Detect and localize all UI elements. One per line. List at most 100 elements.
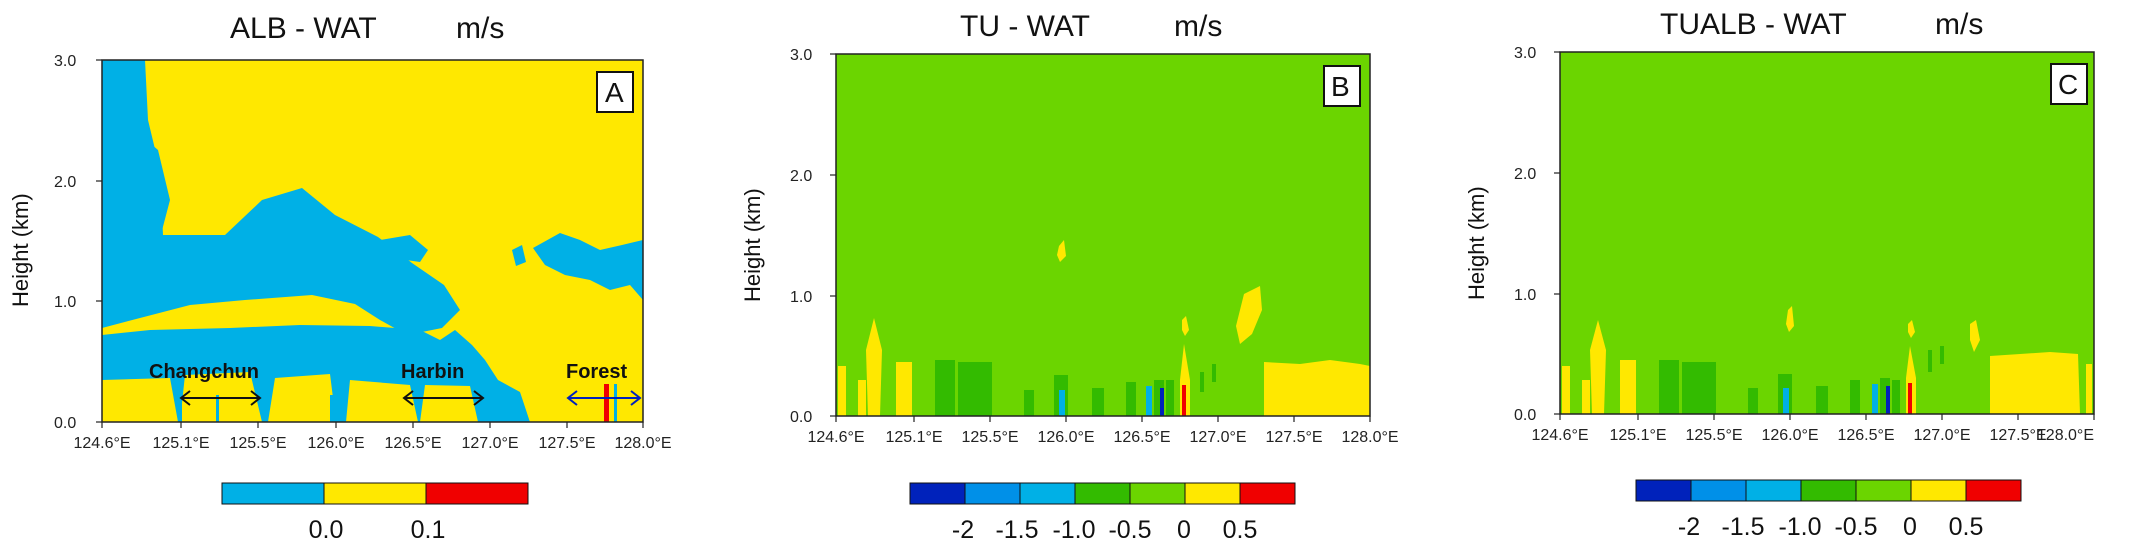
panel-a-title: ALB - WAT xyxy=(230,12,377,45)
panel-c-xtick-7: 128.0°E xyxy=(2037,427,2094,444)
panel-c-green-col-5 xyxy=(1816,386,1828,414)
panel-a-ytick-0: 0.0 xyxy=(54,415,76,432)
panel-c-colorbar-swatch-5 xyxy=(1910,479,1967,502)
panel-a-xtick-7: 128.0°E xyxy=(614,435,671,452)
panel-c-frame xyxy=(1559,51,2095,415)
panel-c-xtick-5: 127.0°E xyxy=(1913,427,1970,444)
panel-b-colorbar-tick-0: -2 xyxy=(952,516,974,544)
panel-c-darkblue-col xyxy=(1886,386,1890,414)
panel-a-xtick-0: 124.6°E xyxy=(73,435,130,452)
panel-a-colorbar-swatch-1 xyxy=(323,482,427,505)
panel-c-yellow-col-1 xyxy=(1562,366,1570,414)
panel-a-surface-yellow-3 xyxy=(268,374,336,422)
panel-b-field-background xyxy=(836,54,1370,416)
panel-c-xtick-6: 127.5°E xyxy=(1989,427,2046,444)
panel-b-colorbar-swatch-2 xyxy=(1019,482,1076,505)
panel-b-title: TU - WAT xyxy=(960,10,1090,43)
panel-c-tick-marks xyxy=(1554,51,2095,420)
panel-b-xtick-2: 125.5°E xyxy=(961,429,1018,446)
panel-a-mid-blob xyxy=(380,235,428,262)
panel-c-xtick-0: 124.6°E xyxy=(1531,427,1588,444)
panel-c-xtick-2: 125.5°E xyxy=(1685,427,1742,444)
panel-a-forest-red-bar xyxy=(604,384,609,422)
panel-b-red-col xyxy=(1182,385,1186,416)
panel-b-colorbar-tick-2: -1.0 xyxy=(1052,516,1095,544)
panel-b-xtick-6: 127.5°E xyxy=(1265,429,1322,446)
panel-a-ylabel: Height (km) xyxy=(8,193,33,307)
panel-b-yellow-dot-upper xyxy=(1057,240,1066,262)
panel-c-yellow-spike-left xyxy=(1590,320,1606,414)
panel-b-green-col-5 xyxy=(1092,388,1104,416)
panel-c-yellow-col-3 xyxy=(1620,360,1636,414)
panel-c-field-background xyxy=(1560,52,2094,414)
panel-a-colorbar: 0.0 0.1 xyxy=(221,482,529,544)
panel-b-yellow-dot-mid xyxy=(1182,316,1189,336)
panel-c-xtick-4: 126.5°E xyxy=(1837,427,1894,444)
panel-a-field: Changchun Harbin Forest xyxy=(102,60,643,422)
panel-c-green-col-7 xyxy=(1880,378,1890,414)
panel-a-xtick-1: 125.1°E xyxy=(152,435,209,452)
panel-a-surface-line-3 xyxy=(262,392,266,422)
panel-a-colorbar-swatch-2 xyxy=(425,482,529,505)
panel-c-colorbar-swatch-1 xyxy=(1690,479,1747,502)
panel-b-label: B xyxy=(1331,71,1350,102)
panel-c-colorbar-swatch-0 xyxy=(1635,479,1692,502)
panel-a-label: A xyxy=(605,77,624,108)
panel-b-xtick-7: 128.0°E xyxy=(1341,429,1398,446)
panel-b-green-sliver-2 xyxy=(1212,364,1216,382)
panel-b-green-sliver-1 xyxy=(1200,372,1204,392)
panel-c-blue-col-2 xyxy=(1872,384,1878,414)
panel-b-ytick-1: 1.0 xyxy=(790,289,812,306)
panel-b-yellow-blob-upper xyxy=(1236,286,1262,344)
panel-c-xtick-1: 125.1°E xyxy=(1609,427,1666,444)
panel-c-green-col-8 xyxy=(1892,380,1900,414)
panel-c-unit: m/s xyxy=(1935,8,1983,41)
panel-b-yellow-surface-right xyxy=(1264,360,1370,416)
panel-c-field xyxy=(1560,52,2094,414)
panel-b-ytick-0: 0.0 xyxy=(790,409,812,426)
panel-c-red-col xyxy=(1908,383,1912,414)
panel-a-positive-band xyxy=(102,60,460,335)
panel-a-right-blob xyxy=(533,233,643,300)
panel-c-colorbar-swatch-6 xyxy=(1965,479,2022,502)
panel-a-colorbar-swatch-0 xyxy=(221,482,325,505)
panel-b-colorbar: -2 -1.5 -1.0 -0.5 0 0.5 xyxy=(909,482,1296,544)
panel-a-frame xyxy=(101,59,644,423)
panel-b-yellow-col-2 xyxy=(858,380,866,416)
panel-c-colorbar-tick-0: -2 xyxy=(1678,513,1700,541)
panel-b-xtick-1: 125.1°E xyxy=(885,429,942,446)
panel-c-yellow-edge-col xyxy=(2086,364,2092,414)
panel-b: TU - WAT m/s xyxy=(740,10,1399,544)
panel-a-surface-yellow-5 xyxy=(420,385,478,422)
panel-a-xtick-5: 127.0°E xyxy=(461,435,518,452)
panel-c-label: C xyxy=(2058,69,2078,100)
panel-a-ytick-1: 1.0 xyxy=(54,294,76,311)
panel-b-blue-col-2 xyxy=(1146,386,1152,416)
panel-b-colorbar-tick-4: 0 xyxy=(1177,516,1191,544)
panel-c-ytick-0: 0.0 xyxy=(1514,407,1536,424)
panel-c-colorbar-swatch-2 xyxy=(1745,479,1802,502)
panel-a: ALB - WAT m/s xyxy=(8,12,672,544)
panel-b-ylabel: Height (km) xyxy=(740,188,765,302)
panel-c-ytick-2: 2.0 xyxy=(1514,166,1536,183)
panel-c-ytick-1: 1.0 xyxy=(1514,287,1536,304)
panel-b-label-box xyxy=(1323,65,1361,107)
panel-c-colorbar: -2 -1.5 -1.0 -0.5 0 0.5 xyxy=(1635,479,2022,541)
panel-c-green-col-2 xyxy=(1682,362,1716,414)
panel-b-colorbar-swatch-4 xyxy=(1129,482,1186,505)
panel-c-colorbar-tick-1: -1.5 xyxy=(1721,513,1764,541)
panel-a-forest-blue-bar xyxy=(614,384,617,422)
panel-a-right-small-blob xyxy=(512,245,526,266)
panel-a-surface-yellow-4 xyxy=(346,380,418,422)
panel-c-yellow-dot-mid xyxy=(1908,320,1915,338)
panel-b-green-col-3 xyxy=(1024,390,1034,416)
panel-a-unit: m/s xyxy=(456,12,504,45)
panel-b-green-col-2 xyxy=(958,362,992,416)
panel-a-xtick-6: 127.5°E xyxy=(538,435,595,452)
panel-b-yellow-spike-left xyxy=(866,318,882,416)
panel-b-green-col-6 xyxy=(1126,382,1136,416)
panel-a-xtick-2: 125.5°E xyxy=(229,435,286,452)
panel-a-xtick-3: 126.0°E xyxy=(307,435,364,452)
panel-b-colorbar-tick-5: 0.5 xyxy=(1223,516,1258,544)
panel-a-surface-line-2 xyxy=(216,395,219,422)
